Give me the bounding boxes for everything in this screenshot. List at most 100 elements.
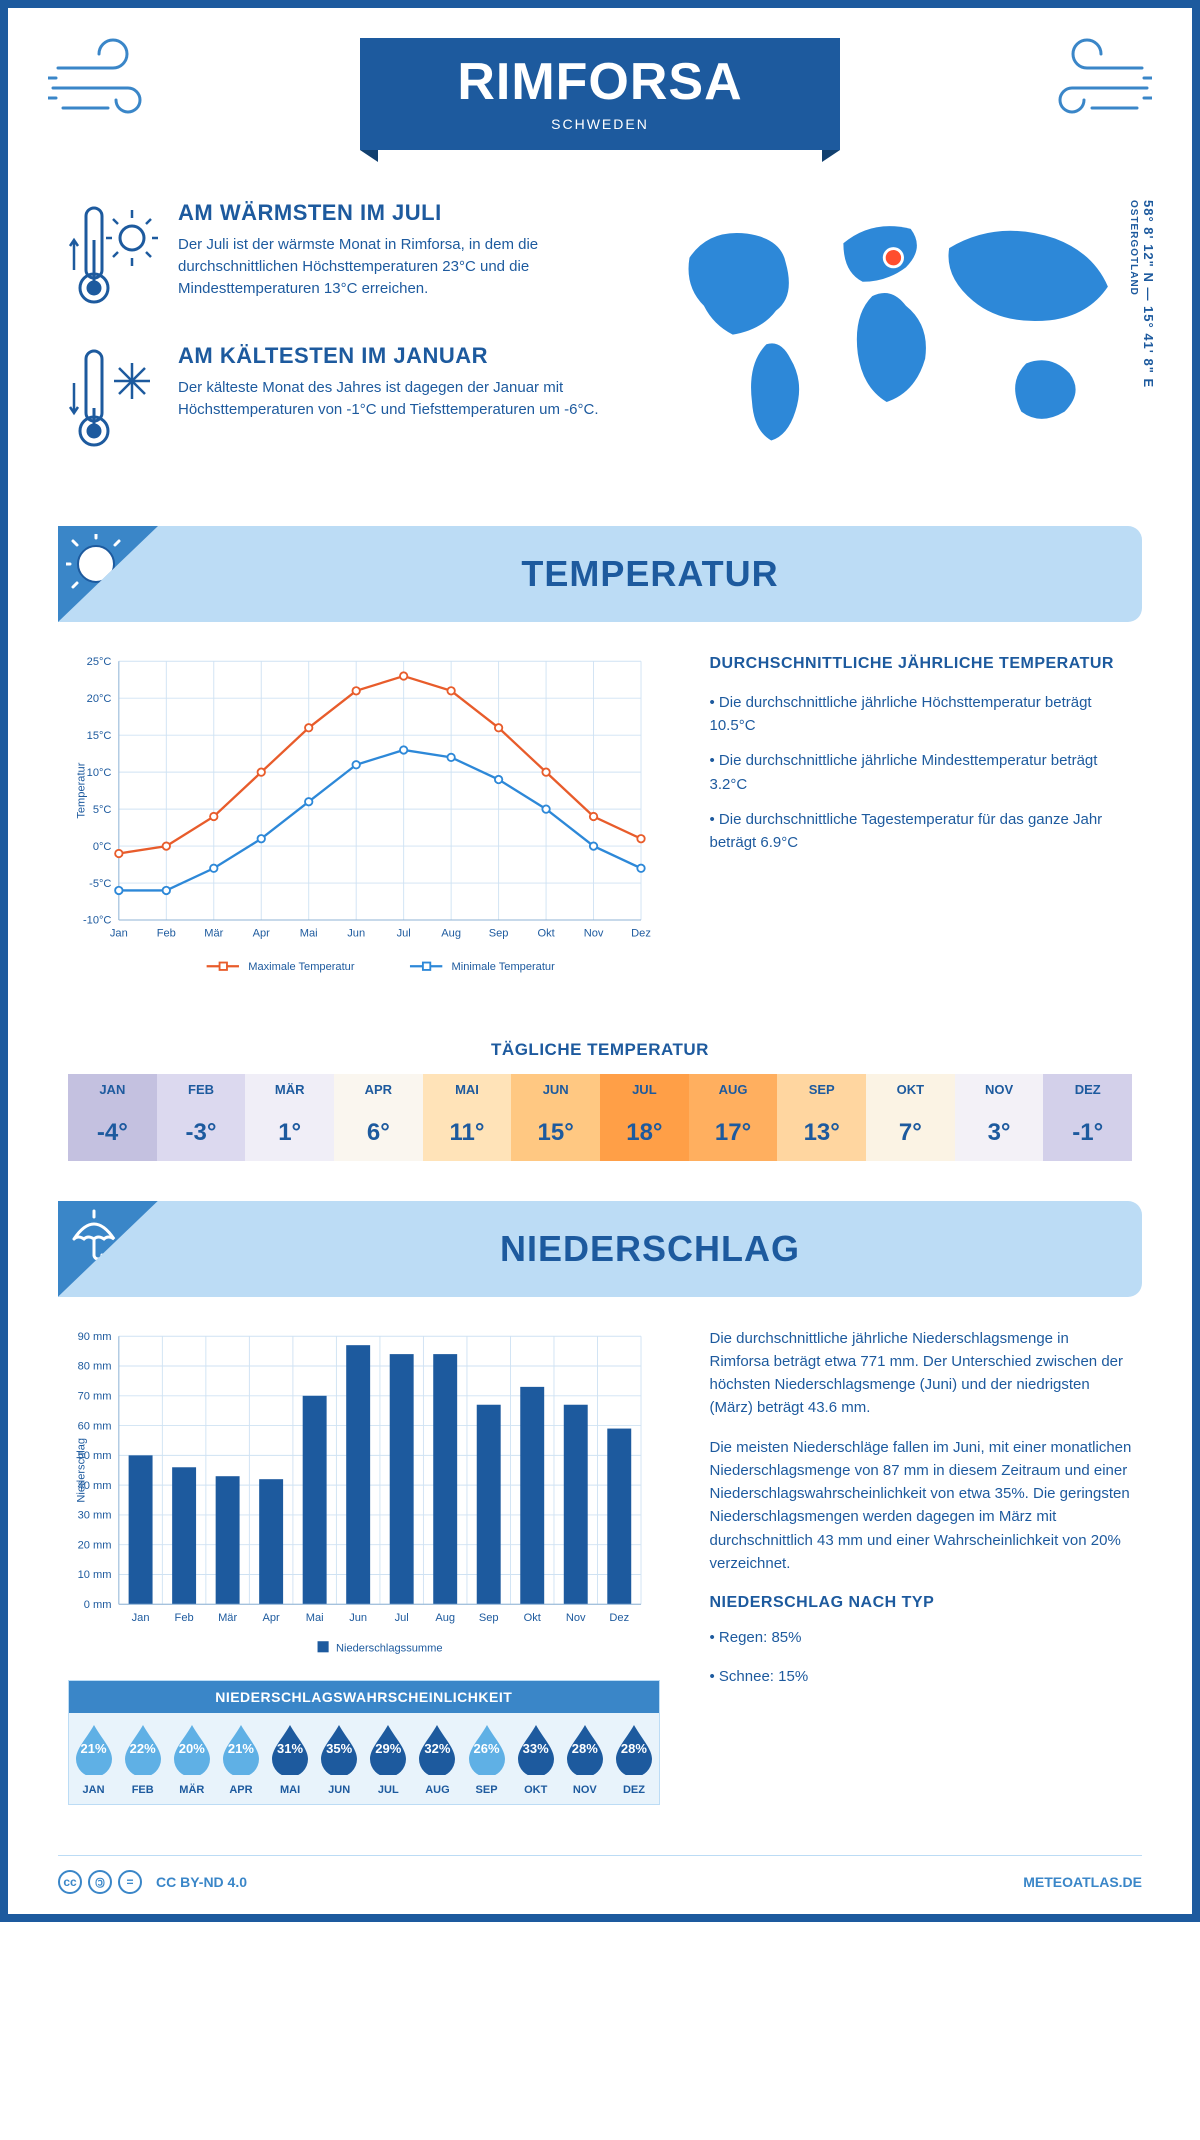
svg-text:-10°C: -10°C (83, 915, 111, 927)
city-title: RIMFORSA (430, 52, 770, 112)
prob-cell: 21%JAN (69, 1713, 118, 1804)
prob-cell: 32%AUG (413, 1713, 462, 1804)
svg-text:Sep: Sep (489, 928, 509, 940)
daily-cell: MÄR1° (245, 1074, 334, 1161)
svg-text:5°C: 5°C (93, 804, 112, 816)
wind-icon (48, 38, 178, 143)
svg-text:Apr: Apr (253, 928, 271, 940)
svg-text:25°C: 25°C (87, 656, 112, 668)
precip-chart-area: 0 mm10 mm20 mm30 mm40 mm50 mm60 mm70 mm8… (68, 1327, 660, 1806)
svg-text:20 mm: 20 mm (78, 1539, 112, 1551)
svg-text:-5°C: -5°C (89, 878, 111, 890)
svg-text:30 mm: 30 mm (78, 1509, 112, 1521)
precip-probability-table: NIEDERSCHLAGSWAHRSCHEINLICHKEIT 21%JAN22… (68, 1680, 660, 1805)
warm-text: Der Juli ist der wärmste Monat in Rimfor… (178, 234, 621, 299)
svg-text:Dez: Dez (631, 928, 651, 940)
svg-text:Nov: Nov (584, 928, 604, 940)
daily-cell: MAI11° (423, 1074, 512, 1161)
svg-text:Temperatur: Temperatur (76, 762, 88, 818)
title-ribbon: RIMFORSA SCHWEDEN (360, 38, 840, 150)
svg-text:Mär: Mär (204, 928, 223, 940)
svg-text:80 mm: 80 mm (78, 1360, 112, 1372)
svg-text:Aug: Aug (441, 928, 461, 940)
svg-text:Jul: Jul (395, 1612, 409, 1624)
prob-cell: 29%JUL (364, 1713, 413, 1804)
overview-text: AM WÄRMSTEN IM JULI Der Juli ist der wär… (68, 200, 621, 486)
section-temperature: TEMPERATUR (58, 526, 1142, 622)
thermometer-cold-icon (68, 343, 158, 458)
svg-text:Feb: Feb (157, 928, 176, 940)
daily-cell: JUL18° (600, 1074, 689, 1161)
wind-icon (1022, 38, 1152, 143)
daily-cell: OKT7° (866, 1074, 955, 1161)
precip-text: Die durchschnittliche jährliche Niedersc… (710, 1327, 1133, 1806)
nd-icon: = (118, 1870, 142, 1894)
svg-text:Niederschlagssumme: Niederschlagssumme (336, 1642, 443, 1654)
warm-title: AM WÄRMSTEN IM JULI (178, 200, 621, 226)
sun-icon (66, 534, 126, 594)
prob-cell: 22%FEB (118, 1713, 167, 1804)
prob-cell: 28%DEZ (609, 1713, 658, 1804)
svg-text:70 mm: 70 mm (78, 1390, 112, 1402)
svg-text:Maximale Temperatur: Maximale Temperatur (248, 961, 355, 973)
svg-text:Sep: Sep (479, 1612, 499, 1624)
section-precip: NIEDERSCHLAG (58, 1201, 1142, 1297)
svg-text:20°C: 20°C (87, 693, 112, 705)
svg-text:60 mm: 60 mm (78, 1420, 112, 1432)
cold-title: AM KÄLTESTEN IM JANUAR (178, 343, 621, 369)
temperature-chart: -10°C -5°C 0°C 5°C 10°C 15°C 20°C 25°C Jan Feb Mär… (68, 652, 660, 990)
svg-text:Jul: Jul (397, 928, 411, 940)
svg-text:0°C: 0°C (93, 841, 112, 853)
svg-text:0 mm: 0 mm (84, 1599, 112, 1611)
license: cc 🄯 = CC BY-ND 4.0 (58, 1870, 247, 1894)
daily-cell: APR6° (334, 1074, 423, 1161)
daily-cell: SEP13° (777, 1074, 866, 1161)
cc-icon: cc (58, 1870, 82, 1894)
svg-text:Jun: Jun (347, 928, 365, 940)
country-subtitle: SCHWEDEN (430, 116, 770, 132)
svg-text:Okt: Okt (537, 928, 554, 940)
prob-cell: 33%OKT (511, 1713, 560, 1804)
brand: METEOATLAS.DE (1023, 1874, 1142, 1890)
svg-text:Apr: Apr (263, 1612, 281, 1624)
daily-temp-title: TÄGLICHE TEMPERATUR (8, 1040, 1192, 1060)
svg-text:Jan: Jan (110, 928, 128, 940)
daily-cell: NOV3° (955, 1074, 1044, 1161)
svg-text:Aug: Aug (435, 1612, 455, 1624)
prob-cell: 26%SEP (462, 1713, 511, 1804)
daily-cell: JAN-4° (68, 1074, 157, 1161)
temperature-notes: DURCHSCHNITTLICHE JÄHRLICHE TEMPERATUR •… (710, 652, 1133, 990)
daily-temp-table: JAN-4°FEB-3°MÄR1°APR6°MAI11°JUN15°JUL18°… (68, 1074, 1132, 1161)
svg-text:Mär: Mär (218, 1612, 237, 1624)
footer: cc 🄯 = CC BY-ND 4.0 METEOATLAS.DE (58, 1855, 1142, 1894)
prob-cell: 21%APR (216, 1713, 265, 1804)
cold-text: Der kälteste Monat des Jahres ist dagege… (178, 377, 621, 421)
daily-cell: AUG17° (689, 1074, 778, 1161)
world-map: 58° 8' 12" N — 15° 41' 8" E OSTERGOTLAND (651, 200, 1132, 486)
by-icon: 🄯 (88, 1870, 112, 1894)
svg-text:Jun: Jun (349, 1612, 367, 1624)
svg-text:Dez: Dez (609, 1612, 629, 1624)
umbrella-icon (66, 1209, 122, 1265)
daily-cell: FEB-3° (157, 1074, 246, 1161)
coordinates: 58° 8' 12" N — 15° 41' 8" E OSTERGOTLAND (1126, 200, 1156, 388)
svg-text:10 mm: 10 mm (78, 1569, 112, 1581)
svg-text:10°C: 10°C (87, 767, 112, 779)
prob-cell: 31%MAI (266, 1713, 315, 1804)
svg-text:Minimale Temperatur: Minimale Temperatur (452, 961, 556, 973)
prob-cell: 20%MÄR (167, 1713, 216, 1804)
svg-text:Jan: Jan (132, 1612, 150, 1624)
svg-text:Nov: Nov (566, 1612, 586, 1624)
thermometer-hot-icon (68, 200, 158, 315)
prob-cell: 35%JUN (315, 1713, 364, 1804)
svg-text:Feb: Feb (175, 1612, 194, 1624)
svg-text:Mai: Mai (306, 1612, 324, 1624)
svg-text:Mai: Mai (300, 928, 318, 940)
prob-cell: 28%NOV (560, 1713, 609, 1804)
svg-text:Niederschlag: Niederschlag (76, 1438, 88, 1503)
header: RIMFORSA SCHWEDEN (8, 8, 1192, 190)
svg-text:Okt: Okt (524, 1612, 541, 1624)
section-title: TEMPERATUR (158, 553, 1142, 595)
svg-text:15°C: 15°C (87, 730, 112, 742)
section-title: NIEDERSCHLAG (158, 1228, 1142, 1270)
